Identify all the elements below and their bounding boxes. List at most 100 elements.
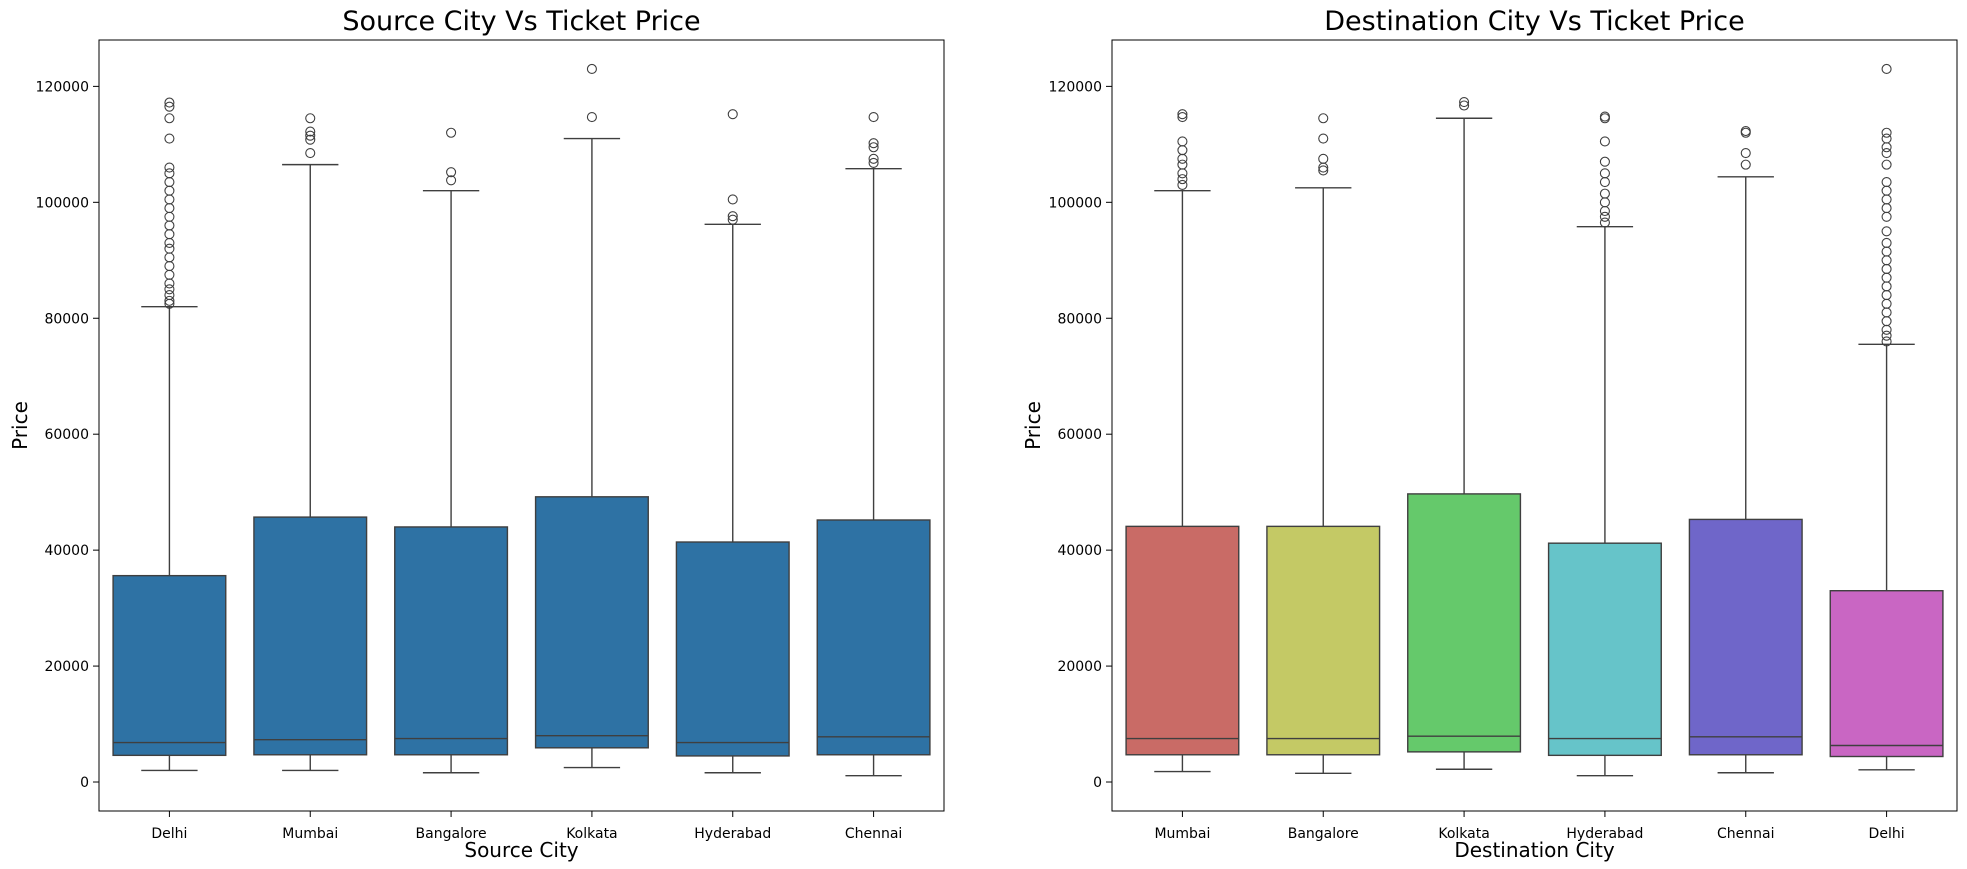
outlier-point <box>164 229 175 240</box>
x-tick-label: Mumbai <box>282 826 338 842</box>
y-tick-label: 40000 <box>1057 543 1102 559</box>
outlier-point <box>1318 113 1329 124</box>
outlier-point <box>164 252 175 263</box>
outlier-point <box>164 269 175 280</box>
iqr-box <box>816 519 931 756</box>
x-tick-label: Delhi <box>1869 826 1905 842</box>
outlier-point <box>727 214 738 225</box>
outlier-point <box>164 162 175 173</box>
outlier-point <box>1599 211 1610 222</box>
y-tick-label: 80000 <box>1057 311 1102 327</box>
iqr-box <box>253 516 368 756</box>
x-tick-label: Bangalore <box>1288 826 1359 842</box>
outlier-point <box>305 113 316 124</box>
outlier-point <box>1881 127 1892 138</box>
outlier-point <box>1881 272 1892 283</box>
box-kolkata <box>534 63 649 769</box>
outlier-point <box>1881 324 1892 335</box>
outlier-point <box>1740 147 1751 159</box>
x-tick-label: Kolkata <box>1438 826 1489 842</box>
subplot-2: Destination City Vs Ticket Price Destinat… <box>1021 6 1958 862</box>
outlier-point <box>1599 217 1610 228</box>
outlier-point <box>1881 147 1892 159</box>
iqr-box <box>1125 525 1240 756</box>
x-tick-label: Bangalore <box>416 826 487 842</box>
box-delhi <box>112 97 227 772</box>
outlier-point <box>1881 263 1892 275</box>
outlier-point <box>1599 176 1610 188</box>
outlier-point <box>164 101 175 112</box>
outlier-point <box>164 261 175 272</box>
outlier-point <box>868 142 879 153</box>
y-tick-label: 80000 <box>44 311 89 327</box>
outlier-point <box>1599 168 1610 179</box>
box-chennai <box>1688 125 1803 774</box>
iqr-box <box>394 526 509 756</box>
outlier-point <box>1740 125 1751 137</box>
outlier-point <box>1881 185 1892 196</box>
x-tick-label: Chennai <box>1717 826 1774 842</box>
outlier-point <box>1177 179 1188 190</box>
outlier-point <box>446 167 457 178</box>
box-mumbai <box>1125 109 1240 773</box>
outlier-point <box>164 203 175 214</box>
x-tick-label: Hyderabad <box>1566 826 1643 842</box>
outlier-point <box>1881 142 1892 153</box>
outlier-point <box>446 127 457 138</box>
outlier-point <box>1881 176 1892 188</box>
outlier-point <box>868 157 879 168</box>
box-bangalore <box>1266 113 1381 775</box>
outlier-point <box>1881 255 1892 266</box>
outlier-point <box>446 175 457 186</box>
iqr-box <box>1829 590 1944 758</box>
outlier-point <box>1881 211 1892 222</box>
outlier-point <box>868 138 879 149</box>
outlier-point <box>164 295 175 306</box>
y-tick-label: 100000 <box>36 195 89 211</box>
outlier-point <box>164 237 175 248</box>
outlier-point <box>1318 153 1329 164</box>
y-axis-label: Price <box>1021 401 1045 450</box>
outlier-point <box>1599 205 1610 217</box>
y-axis-label: Price <box>8 401 32 450</box>
plot-frame <box>98 39 945 812</box>
outlier-point <box>305 130 316 141</box>
box-chennai <box>816 112 931 777</box>
outlier-point <box>868 153 879 164</box>
outlier-point <box>164 284 175 295</box>
outlier-point <box>1881 330 1892 341</box>
outlier-point <box>1459 96 1470 108</box>
outlier-point <box>164 133 175 144</box>
outlier-point <box>1318 133 1329 144</box>
outlier-point <box>1881 290 1892 301</box>
outlier-point <box>164 194 175 205</box>
outlier-point <box>1881 281 1892 292</box>
outlier-point <box>586 63 597 75</box>
outlier-point <box>164 243 175 254</box>
outlier-point <box>1177 112 1188 123</box>
outlier-point <box>1881 194 1892 205</box>
y-tick-label: 0 <box>80 775 89 791</box>
outlier-point <box>727 194 738 205</box>
y-tick-label: 40000 <box>44 543 89 559</box>
outlier-point <box>1599 197 1610 208</box>
x-tick-label: Delhi <box>151 826 187 842</box>
x-axis-label: Destination City <box>1454 838 1614 862</box>
outlier-point <box>1881 63 1892 75</box>
outlier-point <box>164 97 175 108</box>
outlier-point <box>305 147 316 159</box>
box-mumbai <box>253 113 368 772</box>
outlier-point <box>305 126 316 137</box>
outlier-point <box>164 290 175 301</box>
y-tick-label: 20000 <box>44 659 89 675</box>
outlier-point <box>1599 111 1610 122</box>
box-delhi <box>1829 63 1944 771</box>
outlier-point <box>1881 133 1892 144</box>
iqr-box <box>1407 493 1522 753</box>
outlier-point <box>1599 136 1610 147</box>
outlier-point <box>1881 226 1892 237</box>
outlier-point <box>1599 156 1610 167</box>
chart-title: Destination City Vs Ticket Price <box>1324 6 1744 37</box>
y-tick-label: 60000 <box>1057 427 1102 443</box>
